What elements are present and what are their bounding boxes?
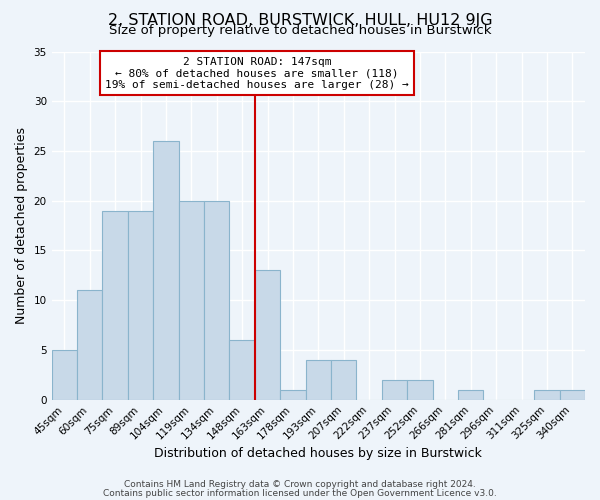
Bar xyxy=(77,290,103,400)
Bar xyxy=(560,390,585,400)
Bar xyxy=(204,200,229,400)
Bar xyxy=(229,340,255,400)
Bar xyxy=(458,390,484,400)
X-axis label: Distribution of detached houses by size in Burstwick: Distribution of detached houses by size … xyxy=(154,447,482,460)
Text: 2 STATION ROAD: 147sqm
← 80% of detached houses are smaller (118)
19% of semi-de: 2 STATION ROAD: 147sqm ← 80% of detached… xyxy=(105,56,409,90)
Text: Size of property relative to detached houses in Burstwick: Size of property relative to detached ho… xyxy=(109,24,491,37)
Bar xyxy=(382,380,407,400)
Bar xyxy=(305,360,331,400)
Text: Contains public sector information licensed under the Open Government Licence v3: Contains public sector information licen… xyxy=(103,488,497,498)
Bar xyxy=(103,210,128,400)
Text: Contains HM Land Registry data © Crown copyright and database right 2024.: Contains HM Land Registry data © Crown c… xyxy=(124,480,476,489)
Bar xyxy=(153,141,179,400)
Bar xyxy=(407,380,433,400)
Y-axis label: Number of detached properties: Number of detached properties xyxy=(15,127,28,324)
Bar xyxy=(534,390,560,400)
Text: 2, STATION ROAD, BURSTWICK, HULL, HU12 9JG: 2, STATION ROAD, BURSTWICK, HULL, HU12 9… xyxy=(107,12,493,28)
Bar xyxy=(280,390,305,400)
Bar xyxy=(331,360,356,400)
Bar xyxy=(255,270,280,400)
Bar xyxy=(128,210,153,400)
Bar xyxy=(52,350,77,400)
Bar xyxy=(179,200,204,400)
